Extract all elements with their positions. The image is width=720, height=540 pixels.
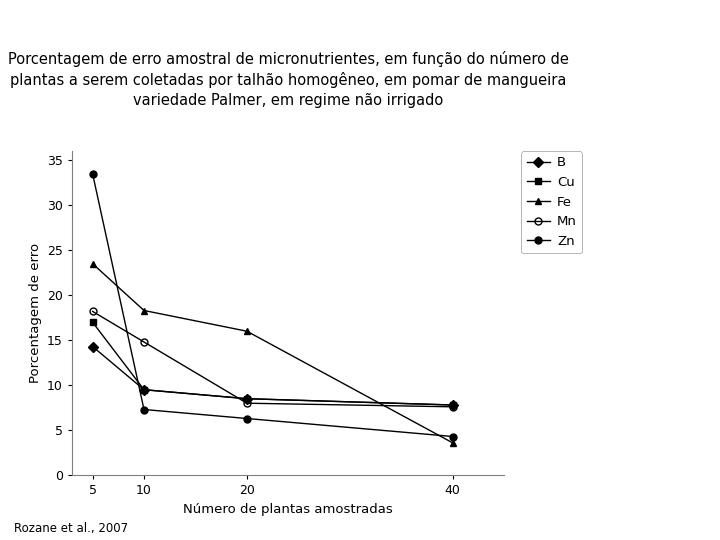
Mn	[140, 339, 148, 345]
Legend: B, Cu, Fe, Mn, Zn: B, Cu, Fe, Mn, Zn	[521, 151, 582, 253]
Line: Zn: Zn	[89, 170, 456, 440]
Fe	[140, 307, 148, 314]
B	[89, 343, 97, 350]
X-axis label: Número de plantas amostradas: Número de plantas amostradas	[183, 503, 393, 516]
Fe	[449, 440, 457, 446]
Line: B: B	[89, 343, 456, 408]
Fe	[243, 328, 251, 334]
Cu	[243, 395, 251, 402]
Text: Porcentagem de erro amostral de micronutrientes, em função do número de
plantas : Porcentagem de erro amostral de micronut…	[8, 51, 568, 108]
Cu	[140, 387, 148, 393]
Fe	[89, 260, 97, 267]
Mn	[449, 403, 457, 410]
Y-axis label: Porcentagem de erro: Porcentagem de erro	[29, 243, 42, 383]
Cu	[449, 402, 457, 408]
Zn	[140, 406, 148, 413]
Zn	[243, 415, 251, 422]
B	[243, 395, 251, 402]
Cu	[89, 319, 97, 326]
Text: Rozane et al., 2007: Rozane et al., 2007	[14, 522, 129, 535]
Line: Fe: Fe	[89, 260, 456, 446]
Zn	[89, 171, 97, 177]
Line: Cu: Cu	[89, 319, 456, 408]
Mn	[243, 400, 251, 407]
Mn	[89, 308, 97, 315]
Zn	[449, 433, 457, 440]
B	[140, 387, 148, 393]
B	[449, 402, 457, 408]
Line: Mn: Mn	[89, 308, 456, 410]
